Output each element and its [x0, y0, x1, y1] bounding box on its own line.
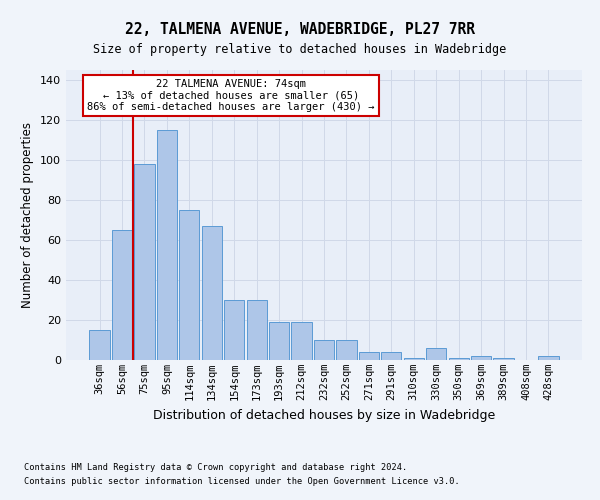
Bar — [269, 322, 289, 360]
Text: 22 TALMENA AVENUE: 74sqm
← 13% of detached houses are smaller (65)
86% of semi-d: 22 TALMENA AVENUE: 74sqm ← 13% of detach… — [88, 78, 375, 112]
Bar — [426, 348, 446, 360]
Bar — [112, 230, 132, 360]
Bar — [381, 352, 401, 360]
Bar — [179, 210, 199, 360]
Bar — [493, 358, 514, 360]
Bar — [337, 340, 356, 360]
Bar — [471, 356, 491, 360]
Bar — [292, 322, 311, 360]
Text: 22, TALMENA AVENUE, WADEBRIDGE, PL27 7RR: 22, TALMENA AVENUE, WADEBRIDGE, PL27 7RR — [125, 22, 475, 38]
Bar — [404, 358, 424, 360]
Bar — [314, 340, 334, 360]
Bar — [134, 164, 155, 360]
Bar — [224, 300, 244, 360]
Bar — [157, 130, 177, 360]
Bar — [89, 330, 110, 360]
Text: Contains public sector information licensed under the Open Government Licence v3: Contains public sector information licen… — [24, 477, 460, 486]
Text: Size of property relative to detached houses in Wadebridge: Size of property relative to detached ho… — [94, 42, 506, 56]
Bar — [247, 300, 267, 360]
Bar — [202, 226, 222, 360]
Bar — [359, 352, 379, 360]
Bar — [449, 358, 469, 360]
Y-axis label: Number of detached properties: Number of detached properties — [22, 122, 34, 308]
Text: Contains HM Land Registry data © Crown copyright and database right 2024.: Contains HM Land Registry data © Crown c… — [24, 464, 407, 472]
X-axis label: Distribution of detached houses by size in Wadebridge: Distribution of detached houses by size … — [153, 408, 495, 422]
Bar — [538, 356, 559, 360]
